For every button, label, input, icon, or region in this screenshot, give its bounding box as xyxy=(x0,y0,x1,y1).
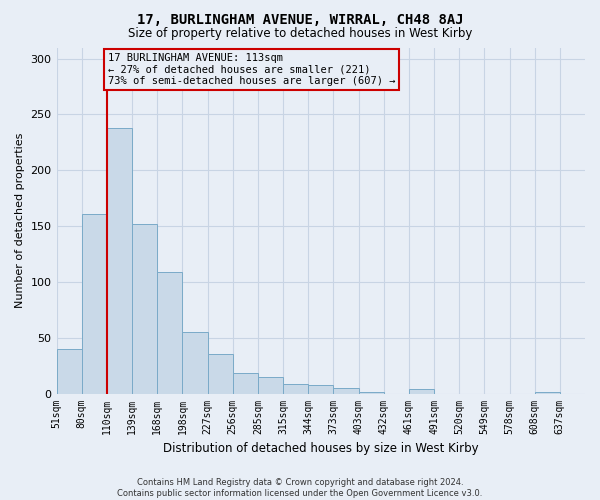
Bar xyxy=(56,349,82,394)
Bar xyxy=(409,389,434,394)
Bar xyxy=(107,128,132,394)
Text: Size of property relative to detached houses in West Kirby: Size of property relative to detached ho… xyxy=(128,28,472,40)
X-axis label: Distribution of detached houses by size in West Kirby: Distribution of detached houses by size … xyxy=(163,442,479,455)
Bar xyxy=(283,384,308,394)
Bar xyxy=(359,392,383,394)
Bar xyxy=(535,392,560,394)
Bar xyxy=(258,377,283,394)
Text: 17 BURLINGHAM AVENUE: 113sqm
← 27% of detached houses are smaller (221)
73% of s: 17 BURLINGHAM AVENUE: 113sqm ← 27% of de… xyxy=(108,53,395,86)
Y-axis label: Number of detached properties: Number of detached properties xyxy=(15,133,25,308)
Bar xyxy=(308,384,334,394)
Text: 17, BURLINGHAM AVENUE, WIRRAL, CH48 8AJ: 17, BURLINGHAM AVENUE, WIRRAL, CH48 8AJ xyxy=(137,12,463,26)
Bar xyxy=(132,224,157,394)
Bar xyxy=(157,272,182,394)
Bar xyxy=(182,332,208,394)
Text: Contains HM Land Registry data © Crown copyright and database right 2024.
Contai: Contains HM Land Registry data © Crown c… xyxy=(118,478,482,498)
Bar xyxy=(334,388,359,394)
Bar xyxy=(233,374,258,394)
Bar xyxy=(208,354,233,394)
Bar xyxy=(82,214,107,394)
